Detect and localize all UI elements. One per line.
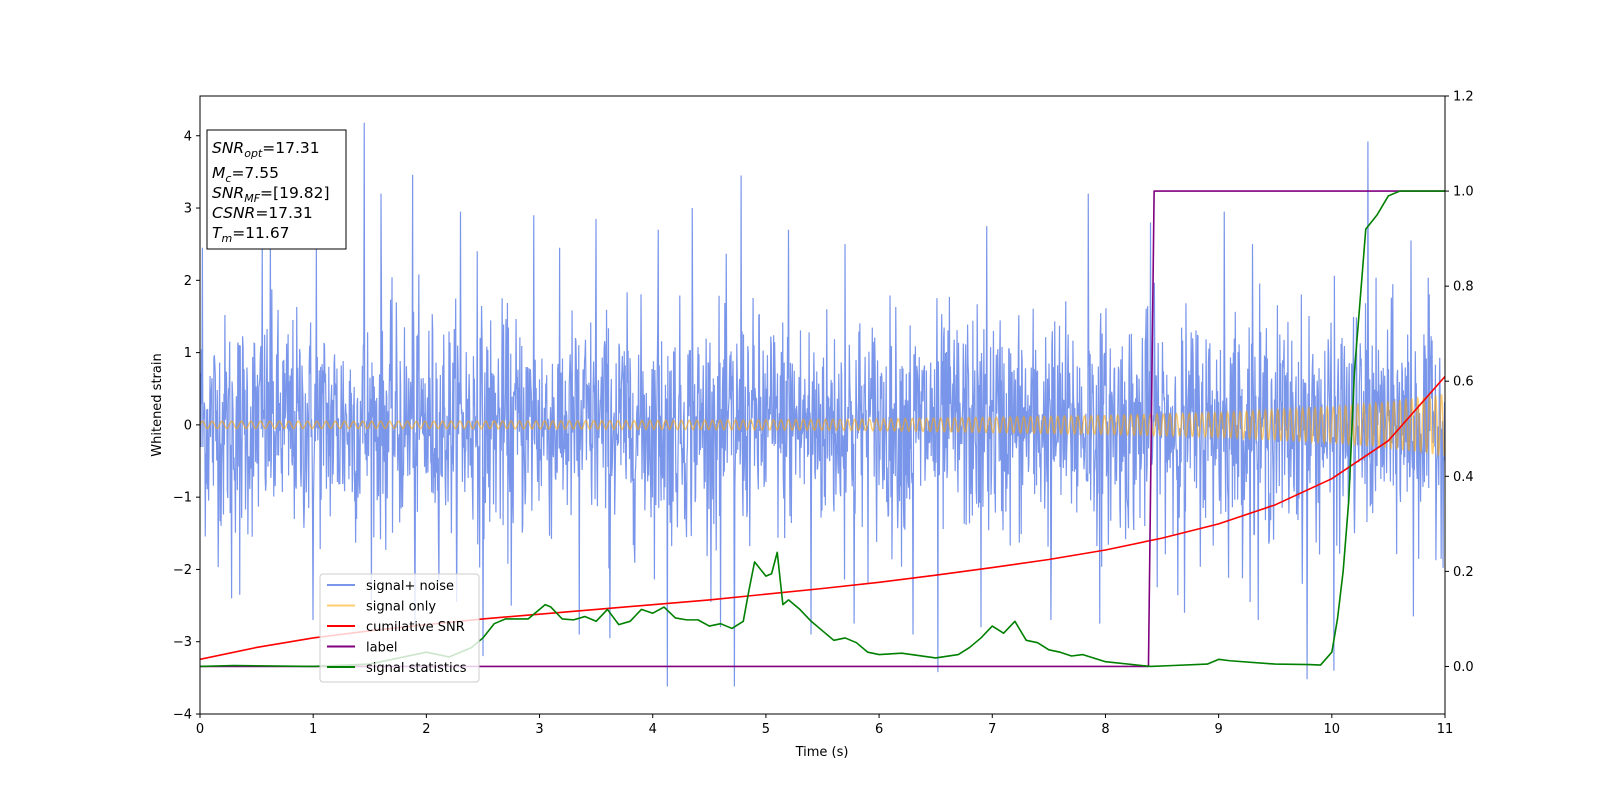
axes-frame: [199, 95, 1446, 715]
x-tick-label: 0: [196, 722, 204, 737]
y-tick-label: 2: [184, 274, 192, 289]
series-signal-noise: [200, 122, 1445, 687]
x-tick-label: 6: [875, 722, 883, 737]
legend-frame: [319, 573, 480, 683]
y2-tick-label: 1.0: [1453, 185, 1474, 200]
x-tick-label: 1: [309, 722, 317, 737]
y-tick-label: −4: [173, 708, 192, 723]
y-tick-label: −3: [173, 635, 192, 650]
y-tick-label: −2: [173, 563, 192, 578]
legend-label-signal-statistics: signal statistics: [366, 661, 467, 676]
series-signal-statistics: [200, 190, 1445, 668]
x-tick-label: 5: [762, 722, 770, 737]
stats-line: SNRMF=[19.82]: [212, 184, 330, 205]
legend-label-signal-only: signal only: [366, 600, 436, 615]
x-tick-label: 8: [1101, 722, 1109, 737]
stats-line: Mc=7.55: [212, 164, 279, 185]
y2-tick-label: 0.6: [1453, 375, 1474, 390]
x-tick-label: 11: [1437, 722, 1454, 737]
x-tick-label: 7: [988, 722, 996, 737]
x-axis: 0 1 2 3 4 5 6 7 8 9 10 11: [196, 714, 1453, 737]
stats-line: SNRopt=17.31: [212, 139, 320, 160]
x-tick-label: 4: [649, 722, 657, 737]
x-tick-label: 3: [535, 722, 543, 737]
x-tick-label: 10: [1324, 722, 1341, 737]
y2-tick-label: 0.8: [1453, 280, 1474, 295]
y-axis-right: 0.0 0.2 0.4 0.6 0.8 1.0 1.2: [1445, 90, 1474, 675]
legend-label-label: label: [366, 641, 397, 656]
y-axis-label: Whitened strain: [150, 353, 165, 456]
y-tick-label: 1: [184, 346, 192, 361]
x-tick-label: 2: [422, 722, 430, 737]
y-tick-label: 3: [184, 202, 192, 217]
series-label: [200, 190, 1445, 668]
y2-tick-label: 1.2: [1453, 90, 1474, 105]
stats-line: CSNR=17.31: [212, 204, 313, 222]
legend-label-cumilative-snr: cumilative SNR: [366, 620, 465, 635]
y2-tick-label: 0.0: [1453, 660, 1474, 675]
series-signal-only: [200, 394, 1445, 458]
legend: signal+ noise signal only cumilative SNR la…: [319, 573, 480, 683]
y-tick-label: 4: [184, 129, 192, 144]
x-tick-label: 9: [1214, 722, 1222, 737]
y2-tick-label: 0.4: [1453, 470, 1474, 485]
stats-line: Tm=11.67: [212, 224, 290, 245]
stats-box: SNRopt=17.31 Mc=7.55SNRMF=[19.82]CSNR=17.…: [206, 129, 347, 250]
y2-tick-label: 0.2: [1453, 565, 1474, 580]
x-axis-label: Time (s): [795, 745, 849, 760]
y-axis-left: −4 −3 −2 −1 0 1 2 3 4: [173, 129, 200, 723]
legend-label-signal-noise: signal+ noise: [366, 579, 454, 594]
y-tick-label: 0: [184, 418, 192, 433]
y-tick-label: −1: [173, 491, 192, 506]
stats-box-frame: [206, 129, 347, 250]
